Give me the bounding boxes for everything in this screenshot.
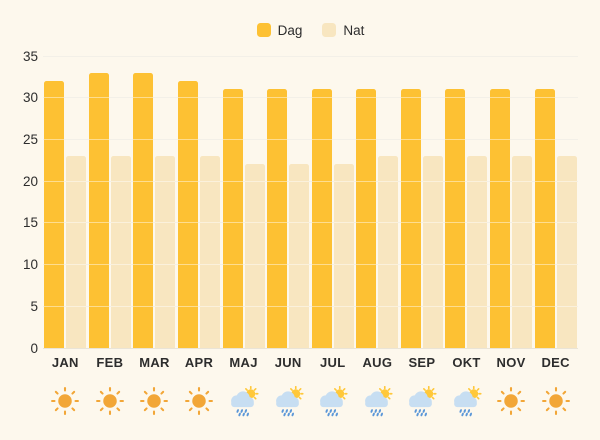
chart-legend: Dag Nat (43, 22, 578, 38)
weather-slot-maj (221, 385, 266, 417)
month-group-feb (88, 56, 133, 348)
legend-label-dag: Dag (277, 22, 303, 38)
bar-dag-jun[interactable] (267, 89, 288, 348)
x-axis-label-aug: AUG (362, 355, 393, 370)
month-group-sep (400, 56, 445, 348)
bar-dag-nov[interactable] (490, 89, 511, 348)
rain-sun-icon (315, 386, 350, 417)
month-group-mar (132, 56, 177, 348)
y-axis-label: 5 (30, 298, 38, 314)
month-group-okt (444, 56, 489, 348)
weather-slot-apr (177, 385, 222, 417)
month-group-jun (266, 56, 311, 348)
plot-area (43, 55, 578, 349)
legend-item-dag[interactable]: Dag (256, 22, 303, 38)
bar-nat-okt[interactable] (467, 156, 488, 348)
sun-icon (139, 386, 169, 416)
y-axis-label: 25 (22, 131, 38, 147)
bar-nat-sep[interactable] (422, 156, 443, 348)
sun-icon (496, 386, 526, 416)
x-axis-label-apr: APR (184, 355, 214, 370)
month-group-jul (310, 56, 355, 348)
x-axis-label-jun: JUN (274, 355, 302, 370)
bar-dag-sep[interactable] (400, 89, 421, 348)
bar-dag-dec[interactable] (534, 89, 555, 348)
month-group-jan (43, 56, 88, 348)
bar-dag-jul[interactable] (311, 89, 332, 348)
rain-sun-icon (271, 386, 306, 417)
rain-sun-icon (449, 386, 484, 417)
bar-nat-aug[interactable] (378, 156, 399, 348)
bar-nat-dec[interactable] (556, 156, 577, 348)
sun-icon (50, 386, 80, 416)
bar-series (43, 56, 578, 348)
x-axis-label-mar: MAR (139, 355, 170, 370)
weather-slot-jun (266, 385, 311, 417)
bar-dag-feb[interactable] (88, 72, 109, 348)
bar-dag-mar[interactable] (133, 72, 154, 348)
rain-sun-icon (226, 386, 261, 417)
x-axis-label-nov: NOV (496, 355, 526, 370)
sun-icon (184, 386, 214, 416)
weather-slot-okt (444, 385, 489, 417)
rain-sun-icon (404, 386, 439, 417)
weather-slot-jan (43, 385, 88, 417)
x-axis-label-feb: FEB (96, 355, 124, 370)
x-axis-label-sep: SEP (408, 355, 436, 370)
y-axis-label: 0 (30, 340, 38, 356)
x-axis-label-okt: OKT (452, 355, 481, 370)
rain-sun-icon (360, 386, 395, 417)
bar-nat-jun[interactable] (289, 164, 310, 348)
weather-slot-feb (88, 385, 133, 417)
x-axis-label-jan: JAN (51, 355, 79, 370)
weather-slot-nov (489, 385, 534, 417)
bar-dag-maj[interactable] (222, 89, 243, 348)
weather-slot-mar (132, 385, 177, 417)
y-axis-label: 30 (22, 89, 38, 105)
y-axis-label: 35 (22, 48, 38, 64)
month-group-maj (221, 56, 266, 348)
sun-icon (95, 386, 125, 416)
weather-slot-aug (355, 385, 400, 417)
bar-dag-okt[interactable] (445, 89, 466, 348)
month-group-dec (533, 56, 578, 348)
x-axis-label-maj: MAJ (229, 355, 258, 370)
month-group-nov (489, 56, 534, 348)
bar-dag-jan[interactable] (44, 81, 65, 348)
bar-nat-jan[interactable] (66, 156, 87, 348)
bar-nat-maj[interactable] (244, 164, 265, 348)
legend-swatch-nat (322, 23, 337, 37)
bar-dag-apr[interactable] (178, 81, 199, 348)
y-axis: 0 5 10 15 20 25 30 35 (0, 49, 38, 354)
y-axis-label: 15 (22, 215, 38, 231)
month-group-aug (355, 56, 400, 348)
legend-label-nat: Nat (343, 22, 365, 38)
bar-nat-mar[interactable] (155, 156, 176, 348)
bar-nat-nov[interactable] (512, 156, 533, 348)
x-axis-label-jul: JUL (320, 355, 346, 370)
x-axis: JAN FEB MAR APR MAJ JUN JUL AUG SEP OKT NOV DEC (43, 355, 578, 370)
month-group-apr (177, 56, 222, 348)
sun-icon (541, 386, 571, 416)
bar-dag-aug[interactable] (356, 89, 377, 348)
bar-nat-feb[interactable] (110, 156, 131, 348)
weather-slot-dec (533, 385, 578, 417)
weather-slot-jul (310, 385, 355, 417)
x-axis-label-dec: DEC (541, 355, 570, 370)
legend-item-nat[interactable]: Nat (322, 23, 364, 38)
legend-swatch-dag (256, 23, 271, 37)
y-axis-label: 10 (22, 256, 38, 272)
bar-nat-apr[interactable] (200, 156, 221, 348)
weather-slot-sep (400, 385, 445, 417)
y-axis-label: 20 (22, 173, 38, 189)
bar-nat-jul[interactable] (333, 164, 354, 348)
weather-icon-row (43, 385, 578, 417)
